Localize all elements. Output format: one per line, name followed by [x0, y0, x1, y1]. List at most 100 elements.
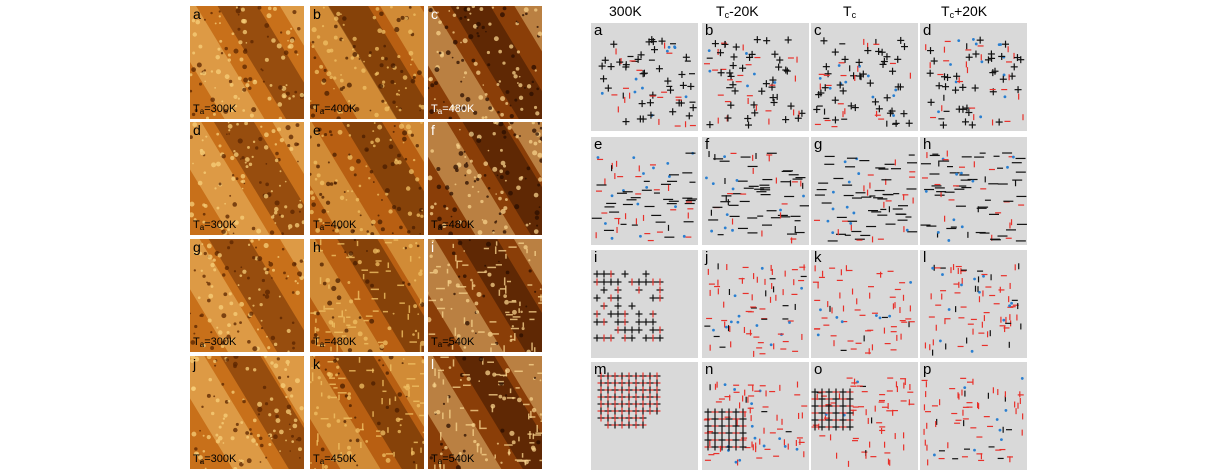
panel-letter: d — [923, 23, 932, 39]
stm-image — [310, 356, 424, 469]
panel-letter: l — [923, 250, 927, 266]
anneal-temperature-label: Ta=300K — [193, 336, 237, 349]
stm-image — [428, 239, 542, 352]
stm-panel-c: c Ta=480K — [428, 6, 542, 119]
panel-letter: h — [923, 137, 932, 153]
lattice-snapshot — [812, 265, 915, 355]
stm-panel-i: i Ta=540K — [428, 239, 542, 352]
lattice-snapshot — [813, 154, 918, 243]
panel-letter: n — [705, 362, 714, 378]
simulation-panel-h: h — [920, 137, 1027, 245]
simulation-panel-l: l — [920, 250, 1027, 358]
stm-image — [310, 239, 424, 352]
panel-letter: e — [594, 137, 603, 153]
stm-panel-j: j Ta=300K — [190, 356, 304, 469]
stm-panel-a: a Ta=300K — [190, 6, 304, 119]
panel-letter: a — [193, 6, 201, 22]
column-header-1: 300K — [609, 3, 642, 19]
panel-letter: b — [313, 6, 321, 22]
lattice-snapshot — [703, 36, 806, 129]
stm-image — [310, 122, 424, 235]
panel-letter: a — [594, 23, 603, 39]
anneal-temperature-label: Ta=450K — [313, 453, 357, 466]
simulation-panel-d: d — [920, 23, 1027, 131]
stm-panel-l: l Ta=540K — [428, 356, 542, 469]
stm-panel-h: h Ta=480K — [310, 239, 424, 352]
lattice-snapshot — [921, 377, 1024, 466]
lattice-snapshot — [924, 263, 1022, 356]
panel-letter: d — [193, 122, 201, 138]
anneal-temperature-label: Ta=400K — [313, 219, 357, 232]
anneal-temperature-label: Ta=480K — [313, 336, 357, 349]
stm-panel-e: e Ta=400K — [310, 122, 424, 235]
stm-panel-f: f Ta=480K — [428, 122, 542, 235]
stm-image — [428, 6, 542, 119]
panel-letter: f — [705, 137, 710, 153]
stm-image — [190, 122, 304, 235]
panel-letter: m — [594, 362, 607, 378]
anneal-temperature-label: Ta=540K — [431, 336, 475, 349]
lattice-snapshot — [920, 150, 1027, 242]
lattice-snapshot — [591, 151, 698, 242]
stm-image — [310, 6, 424, 119]
lattice-snapshot — [703, 381, 808, 466]
simulation-panel-b: b — [702, 23, 809, 131]
column-header-3: Tc — [843, 3, 857, 20]
stm-panel-d: d Ta=300K — [190, 122, 304, 235]
stm-image — [428, 356, 542, 469]
stm-panel-b: b Ta=400K — [310, 6, 424, 119]
column-header-4: Tc+20K — [941, 3, 988, 20]
panel-letter: e — [313, 122, 321, 138]
anneal-temperature-label: Ta=400K — [313, 103, 357, 116]
stm-image — [190, 356, 304, 469]
lattice-snapshot — [705, 151, 809, 244]
panel-letter: p — [923, 362, 932, 378]
panel-letter: b — [705, 23, 714, 39]
panel-letter: i — [594, 250, 598, 266]
anneal-temperature-label: Ta=300K — [193, 219, 237, 232]
simulation-panel-o: o — [811, 362, 918, 470]
simulation-panel-a: a — [591, 23, 698, 131]
stm-panel-g: g Ta=300K — [190, 239, 304, 352]
simulation-panel-g: g — [811, 137, 918, 245]
panel-letter: g — [193, 239, 201, 255]
lattice-snapshot — [593, 270, 664, 342]
panel-letter: o — [814, 362, 823, 378]
simulation-panel-c: c — [811, 23, 918, 131]
simulation-panel-f: f — [702, 137, 809, 245]
panel-letter: j — [705, 250, 709, 266]
simulation-panel-m: m — [591, 362, 698, 470]
simulation-panel-p: p — [920, 362, 1027, 470]
stm-image — [190, 239, 304, 352]
lattice-snapshot — [598, 36, 697, 128]
panel-letter: i — [431, 239, 435, 255]
panel-letter: l — [431, 356, 435, 372]
lattice-snapshot — [704, 263, 807, 357]
simulation-panel-e: e — [591, 137, 698, 245]
panel-letter: c — [431, 6, 438, 22]
simulation-panel-j: j — [702, 250, 809, 358]
anneal-temperature-label: Ta=300K — [193, 453, 237, 466]
simulation-panel-i: i — [591, 250, 698, 358]
panel-letter: h — [313, 239, 321, 255]
anneal-temperature-label: Ta=540K — [431, 453, 475, 466]
panel-letter: k — [814, 250, 822, 266]
panel-letter: g — [814, 137, 823, 153]
anneal-temperature-label: Ta=480K — [431, 219, 475, 232]
lattice-snapshot — [597, 372, 661, 429]
lattice-snapshot — [811, 377, 915, 467]
simulation-panel-k: k — [811, 250, 918, 358]
stm-image — [190, 6, 304, 119]
anneal-temperature-label: Ta=300K — [193, 103, 237, 116]
stm-panel-k: k Ta=450K — [310, 356, 424, 469]
simulation-panel-n: n — [702, 362, 809, 470]
lattice-snapshot — [925, 36, 1025, 129]
panel-letter: f — [431, 122, 435, 138]
panel-letter: j — [193, 356, 197, 372]
anneal-temperature-label: Ta=480K — [431, 103, 475, 116]
panel-letter: k — [313, 356, 320, 372]
panel-letter: c — [814, 23, 822, 39]
stm-image — [428, 122, 542, 235]
column-header-2: Tc-20K — [716, 3, 759, 20]
lattice-snapshot — [813, 36, 913, 128]
